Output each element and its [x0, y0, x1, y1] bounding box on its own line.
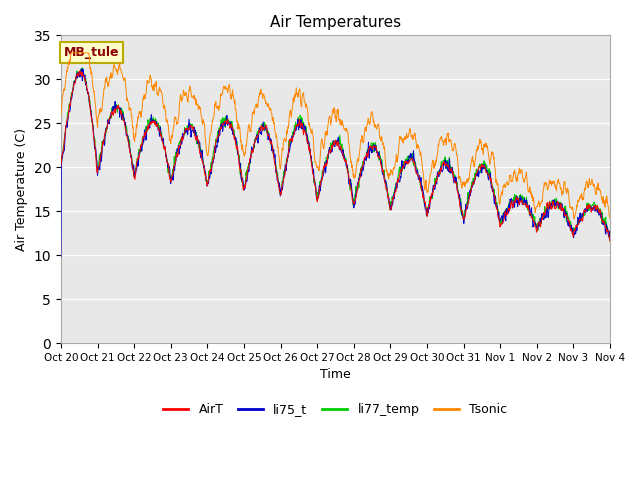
- Title: Air Temperatures: Air Temperatures: [270, 15, 401, 30]
- X-axis label: Time: Time: [320, 368, 351, 381]
- Y-axis label: Air Temperature (C): Air Temperature (C): [15, 128, 28, 251]
- Text: MB_tule: MB_tule: [63, 46, 119, 59]
- Legend: AirT, li75_t, li77_temp, Tsonic: AirT, li75_t, li77_temp, Tsonic: [159, 398, 513, 421]
